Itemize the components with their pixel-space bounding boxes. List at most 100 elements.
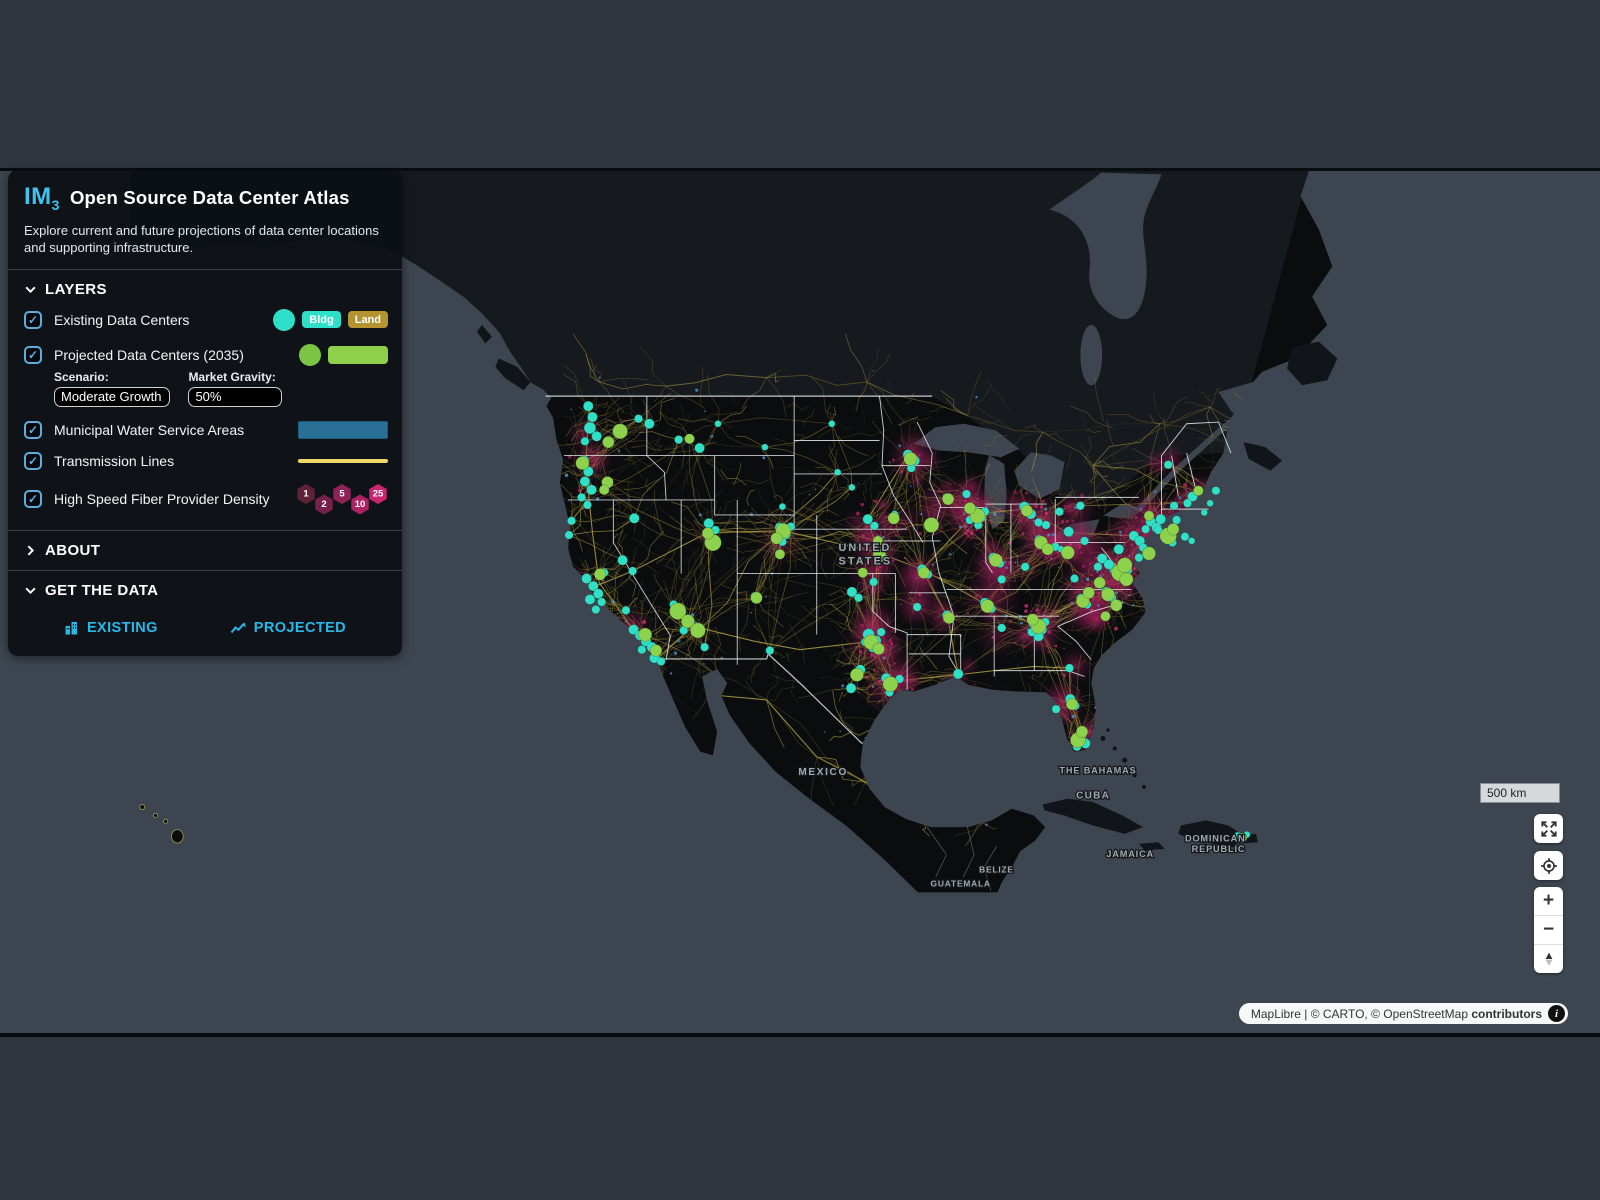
existing-data-center-point[interactable]: [1069, 574, 1080, 584]
existing-data-center-point[interactable]: [582, 466, 594, 477]
compass-button[interactable]: [1534, 944, 1563, 973]
zoom-in-button[interactable]: +: [1542, 890, 1555, 911]
existing-data-center-point[interactable]: [1113, 543, 1125, 555]
existing-data-center-point[interactable]: [617, 554, 628, 566]
existing-data-center-point[interactable]: [1033, 517, 1044, 528]
projected-data-center-point[interactable]: [701, 527, 715, 540]
existing-data-center-point[interactable]: [587, 411, 598, 423]
existing-data-center-point[interactable]: [1141, 524, 1151, 534]
existing-data-center-point[interactable]: [567, 516, 577, 526]
existing-data-center-point[interactable]: [700, 642, 710, 652]
projected-data-center-point[interactable]: [903, 451, 918, 466]
info-icon[interactable]: i: [1548, 1005, 1565, 1022]
projected-data-center-point[interactable]: [770, 532, 783, 545]
projected-data-center-point[interactable]: [872, 642, 885, 656]
existing-data-center-point[interactable]: [581, 573, 592, 584]
existing-data-center-point[interactable]: [1080, 536, 1090, 546]
projected-data-center-point[interactable]: [942, 611, 956, 625]
existing-data-center-point[interactable]: [828, 420, 836, 428]
projected-data-center-point[interactable]: [612, 423, 628, 440]
projected-data-center-point[interactable]: [1100, 587, 1116, 602]
projected-data-center-point[interactable]: [669, 602, 687, 620]
existing-data-center-point[interactable]: [765, 646, 775, 656]
existing-data-center-point[interactable]: [1063, 526, 1074, 538]
existing-data-center-point[interactable]: [1172, 515, 1182, 525]
existing-data-center-point[interactable]: [1155, 513, 1167, 525]
existing-data-center-point[interactable]: [962, 489, 972, 499]
projected-data-center-point[interactable]: [872, 548, 887, 564]
existing-data-center-point[interactable]: [582, 400, 594, 412]
get-data-section-header[interactable]: GET THE DATA: [8, 571, 402, 610]
projected-data-center-point[interactable]: [988, 553, 1003, 568]
existing-data-center-point[interactable]: [1041, 520, 1051, 530]
projected-layer-checkbox[interactable]: [24, 345, 42, 364]
projected-data-center-point[interactable]: [598, 484, 610, 496]
existing-data-center-point[interactable]: [628, 566, 638, 576]
projected-data-center-point[interactable]: [1041, 543, 1054, 556]
projected-data-center-point[interactable]: [1065, 697, 1079, 711]
existing-data-center-point[interactable]: [656, 656, 666, 666]
existing-data-center-point[interactable]: [592, 588, 604, 599]
existing-data-center-point[interactable]: [597, 597, 607, 607]
existing-data-center-point[interactable]: [1054, 507, 1064, 517]
existing-data-center-point[interactable]: [694, 442, 705, 454]
projected-data-center-point[interactable]: [882, 676, 899, 692]
existing-data-center-point[interactable]: [848, 483, 856, 492]
existing-data-center-point[interactable]: [674, 435, 684, 445]
projected-data-center-point[interactable]: [917, 566, 931, 579]
existing-data-center-point[interactable]: [1096, 553, 1108, 564]
projected-data-center-point[interactable]: [649, 644, 663, 657]
download-existing-button[interactable]: EXISTING: [58, 616, 164, 640]
projected-data-center-point[interactable]: [1116, 557, 1133, 574]
existing-data-center-point[interactable]: [591, 430, 602, 442]
existing-data-center-point[interactable]: [1075, 501, 1085, 511]
existing-data-center-point[interactable]: [869, 577, 879, 587]
existing-data-center-point[interactable]: [952, 668, 964, 680]
existing-data-center-point[interactable]: [1103, 558, 1115, 570]
projected-data-center-point[interactable]: [680, 614, 695, 629]
projected-data-center-point[interactable]: [1110, 599, 1123, 612]
existing-data-center-point[interactable]: [579, 476, 591, 487]
existing-data-center-point[interactable]: [582, 500, 592, 510]
projected-data-center-point[interactable]: [1143, 510, 1155, 522]
projected-data-center-point[interactable]: [923, 517, 940, 533]
fullscreen-button[interactable]: [1534, 814, 1563, 843]
existing-data-center-point[interactable]: [1163, 460, 1173, 470]
projected-data-center-point[interactable]: [750, 591, 763, 605]
existing-data-center-point[interactable]: [997, 623, 1007, 633]
projected-data-center-point[interactable]: [857, 567, 869, 579]
projected-data-center-point[interactable]: [593, 568, 607, 581]
transmission-layer-checkbox[interactable]: [24, 451, 42, 470]
existing-data-center-point[interactable]: [1064, 663, 1074, 673]
projected-data-center-point[interactable]: [684, 433, 695, 445]
projected-data-center-point[interactable]: [1082, 586, 1095, 599]
existing-data-center-point[interactable]: [637, 645, 647, 655]
existing-data-center-point[interactable]: [628, 512, 640, 524]
projected-data-center-point[interactable]: [774, 548, 786, 560]
projected-data-center-point[interactable]: [1026, 613, 1039, 626]
existing-data-center-point[interactable]: [1180, 532, 1190, 542]
existing-data-center-point[interactable]: [1134, 553, 1144, 563]
projected-data-center-point[interactable]: [1093, 576, 1106, 589]
existing-data-center-point[interactable]: [846, 586, 858, 598]
fiber-layer-checkbox[interactable]: [24, 490, 42, 509]
existing-data-center-point[interactable]: [628, 624, 639, 635]
existing-data-center-point[interactable]: [587, 580, 599, 592]
existing-layer-checkbox[interactable]: [24, 310, 42, 329]
existing-data-center-point[interactable]: [1093, 562, 1103, 572]
projected-data-center-point[interactable]: [1119, 572, 1134, 587]
projected-data-center-point[interactable]: [1193, 485, 1204, 497]
geolocate-button[interactable]: [1534, 851, 1563, 880]
existing-data-center-point[interactable]: [1211, 486, 1221, 496]
projected-data-center-point[interactable]: [602, 435, 615, 449]
projected-data-center-point[interactable]: [1020, 504, 1033, 517]
market-gravity-select[interactable]: 50%: [188, 386, 283, 407]
existing-data-center-point[interactable]: [862, 513, 874, 525]
projected-data-center-point[interactable]: [690, 622, 706, 639]
projected-data-center-point[interactable]: [872, 535, 884, 547]
about-section-header[interactable]: ABOUT: [8, 531, 402, 570]
existing-data-center-point[interactable]: [591, 605, 601, 615]
projected-data-center-point[interactable]: [1167, 522, 1180, 536]
existing-data-center-point[interactable]: [997, 574, 1007, 584]
existing-data-center-point[interactable]: [1187, 537, 1196, 545]
